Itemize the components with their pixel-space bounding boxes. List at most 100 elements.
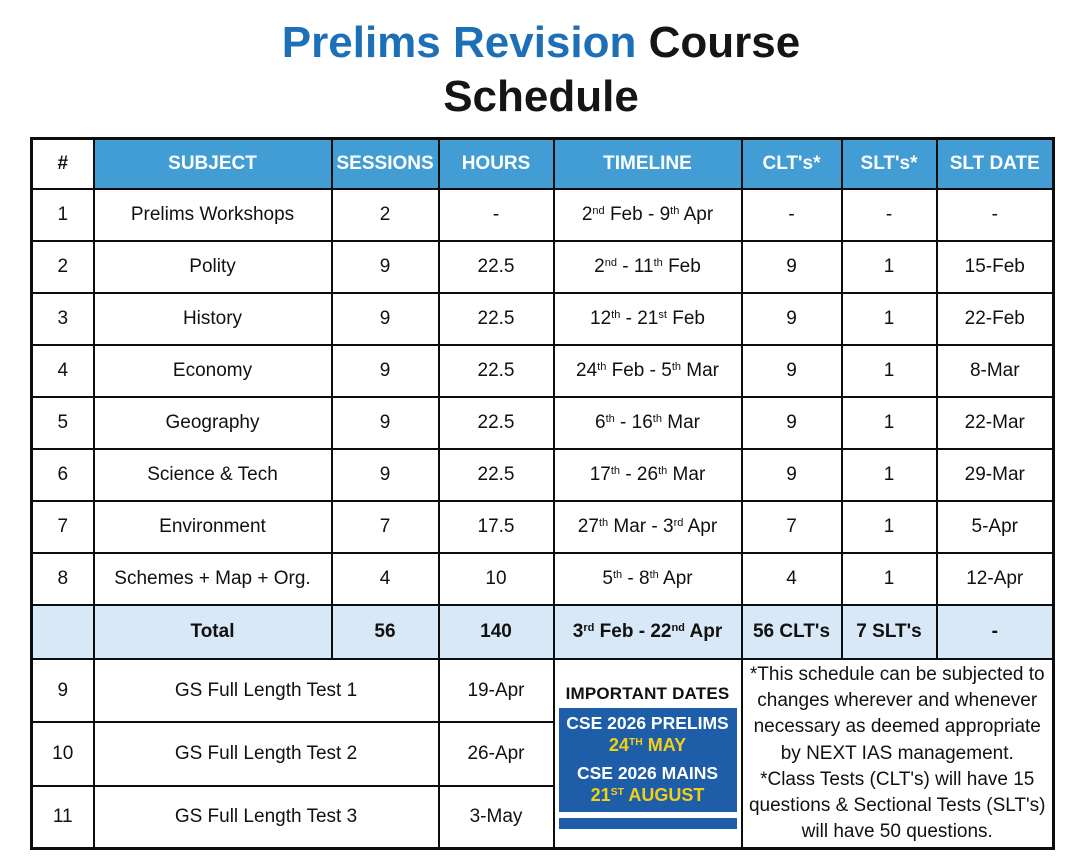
cell-hours: 22.5: [437, 447, 555, 502]
cell-slt-date: 5-Apr: [935, 499, 1055, 554]
cell-hours: -: [437, 187, 555, 242]
cell-clt: -: [740, 187, 843, 242]
important-dates-gap: [558, 811, 737, 818]
test-date: 19-Apr: [437, 657, 555, 724]
important-dates-cell: IMPORTANT DATES CSE 2026 PRELIMS 24TH MA…: [552, 657, 743, 850]
table-row: 5 Geography 9 22.5 6th - 16th Mar 9 1 22…: [30, 395, 1055, 450]
cell-num: 6: [30, 447, 95, 502]
cell-slt: 1: [840, 499, 938, 554]
col-header-slt: SLT's*: [840, 137, 938, 190]
page-title-line1: Prelims Revision Course: [0, 16, 1082, 70]
cell-clt: 9: [740, 291, 843, 346]
cell-hours: 10: [437, 551, 555, 606]
note-line-2: *Class Tests (CLT's) will have 15 questi…: [748, 768, 1046, 843]
total-timeline: 3rd Feb - 22nd Apr: [552, 603, 743, 660]
cell-slt-date: 22-Mar: [935, 395, 1055, 450]
cell-slt-date: 12-Apr: [935, 551, 1055, 606]
cell-slt-date: 29-Mar: [935, 447, 1055, 502]
cell-sessions: 9: [330, 239, 440, 294]
test-name: GS Full Length Test 1: [92, 657, 440, 724]
cell-timeline: 2nd - 11th Feb: [552, 239, 743, 294]
important-dates-block: IMPORTANT DATES CSE 2026 PRELIMS 24TH MA…: [558, 678, 737, 829]
cell-hours: 17.5: [437, 499, 555, 554]
test-date: 26-Apr: [437, 721, 555, 787]
cell-num: 8: [30, 551, 95, 606]
total-sessions: 56: [330, 603, 440, 660]
table-row: 3 History 9 22.5 12th - 21st Feb 9 1 22-…: [30, 291, 1055, 346]
cell-slt-date: 22-Feb: [935, 291, 1055, 346]
cell-clt: 9: [740, 343, 843, 398]
cell-slt: 1: [840, 239, 938, 294]
mains-exam-date: 21ST AUGUST: [590, 785, 705, 806]
note-line-1: *This schedule can be subjected to chang…: [749, 663, 1045, 764]
page-title-blue-part: Prelims Revision: [281, 18, 637, 67]
important-dates-heading: IMPORTANT DATES: [558, 678, 737, 708]
col-header-clt: CLT's*: [740, 137, 843, 190]
col-header-num: #: [30, 137, 95, 190]
cell-num: 3: [30, 291, 95, 346]
cell-timeline: 2nd Feb - 9th Apr: [552, 187, 743, 242]
total-label: Total: [92, 603, 333, 660]
cell-timeline: 27th Mar - 3rd Apr: [552, 499, 743, 554]
cell-num: 4: [30, 343, 95, 398]
cell-num: 9: [30, 657, 95, 724]
prelims-exam-label: CSE 2026 PRELIMS: [566, 713, 729, 734]
cell-hours: 22.5: [437, 343, 555, 398]
cell-subject: Polity: [92, 239, 333, 294]
important-dates-box: CSE 2026 PRELIMS 24TH MAY CSE 2026 MAINS…: [558, 707, 737, 812]
total-clt: 56 CLT's: [740, 603, 843, 660]
test-name: GS Full Length Test 2: [92, 721, 440, 787]
schedule-table-container: # SUBJECT SESSIONS HOURS TIMELINE CLT's*…: [0, 137, 1082, 851]
cell-num: 11: [30, 784, 95, 850]
cell-sessions: 2: [330, 187, 440, 242]
cell-clt: 9: [740, 239, 843, 294]
cell-subject: Science & Tech: [92, 447, 333, 502]
col-header-sessions: SESSIONS: [330, 137, 440, 190]
cell-num: 10: [30, 721, 95, 787]
cell-num-empty: [30, 603, 95, 660]
table-row: 2 Polity 9 22.5 2nd - 11th Feb 9 1 15-Fe…: [30, 239, 1055, 294]
page-title-black-part: Course: [636, 18, 801, 67]
cell-subject: Prelims Workshops: [92, 187, 333, 242]
cell-sessions: 9: [330, 395, 440, 450]
cell-slt: 1: [840, 343, 938, 398]
cell-sessions: 9: [330, 291, 440, 346]
cell-hours: 22.5: [437, 291, 555, 346]
cell-sessions: 7: [330, 499, 440, 554]
cell-sessions: 4: [330, 551, 440, 606]
cell-clt: 9: [740, 395, 843, 450]
test-row: 11 GS Full Length Test 3 3-May: [30, 784, 1054, 850]
schedule-table: # SUBJECT SESSIONS HOURS TIMELINE CLT's*…: [30, 137, 1055, 851]
test-name: GS Full Length Test 3: [92, 784, 440, 850]
cell-subject: Schemes + Map + Org.: [92, 551, 333, 606]
mains-exam-label: CSE 2026 MAINS: [576, 763, 719, 784]
cell-hours: 22.5: [437, 395, 555, 450]
cell-num: 7: [30, 499, 95, 554]
cell-sessions: 9: [330, 343, 440, 398]
cell-slt: 1: [840, 291, 938, 346]
cell-hours: 22.5: [437, 239, 555, 294]
cell-sessions: 9: [330, 447, 440, 502]
cell-subject: Economy: [92, 343, 333, 398]
cell-num: 5: [30, 395, 95, 450]
cell-slt-date: 15-Feb: [935, 239, 1055, 294]
test-date: 3-May: [437, 784, 555, 850]
col-header-timeline: TIMELINE: [552, 137, 743, 190]
cell-slt-date: 8-Mar: [935, 343, 1055, 398]
cell-clt: 9: [740, 447, 843, 502]
total-slt: 7 SLT's: [840, 603, 938, 660]
table-row: 7 Environment 7 17.5 27th Mar - 3rd Apr …: [30, 499, 1055, 554]
col-header-subject: SUBJECT: [92, 137, 333, 190]
cell-timeline: 6th - 16th Mar: [552, 395, 743, 450]
test-row: 10 GS Full Length Test 2 26-Apr: [30, 721, 1054, 787]
cell-slt-date: -: [935, 187, 1055, 242]
total-row: Total 56 140 3rd Feb - 22nd Apr 56 CLT's…: [30, 603, 1055, 660]
total-slt-date: -: [935, 603, 1055, 660]
col-header-slt-date: SLT DATE: [935, 137, 1055, 190]
cell-slt: 1: [840, 395, 938, 450]
table-row: 6 Science & Tech 9 22.5 17th - 26th Mar …: [30, 447, 1055, 502]
cell-timeline: 12th - 21st Feb: [552, 291, 743, 346]
col-header-hours: HOURS: [437, 137, 555, 190]
cell-slt: 1: [840, 551, 938, 606]
cell-slt: -: [840, 187, 938, 242]
